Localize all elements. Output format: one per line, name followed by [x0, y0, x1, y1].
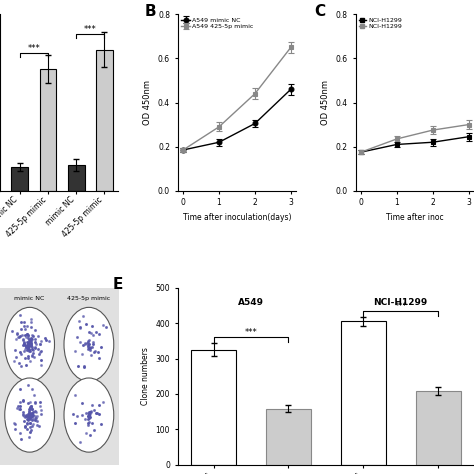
Text: E: E: [113, 277, 123, 292]
Circle shape: [64, 378, 114, 452]
Text: NCI-H1299: NCI-H1299: [374, 298, 428, 307]
Text: mimic NC: mimic NC: [14, 296, 45, 301]
Bar: [68, 165, 85, 191]
Bar: [266, 409, 311, 465]
Y-axis label: Clone numbers: Clone numbers: [141, 347, 150, 405]
Legend: NCI-H1299, NCI-H1299: NCI-H1299, NCI-H1299: [359, 18, 402, 29]
Text: A549: A549: [238, 298, 264, 307]
Text: ***: ***: [27, 45, 40, 54]
Text: 425-5p mimic: 425-5p mimic: [67, 296, 110, 301]
X-axis label: Time after inoc: Time after inoc: [386, 213, 444, 222]
Text: ***: ***: [84, 25, 97, 34]
Bar: [96, 50, 113, 191]
Bar: [11, 167, 28, 191]
Text: ***: ***: [245, 328, 257, 337]
Y-axis label: OD 450nm: OD 450nm: [144, 80, 153, 125]
Text: ***: ***: [394, 302, 407, 311]
Circle shape: [5, 307, 55, 382]
Circle shape: [64, 307, 114, 382]
Bar: [191, 350, 236, 465]
Bar: [341, 321, 386, 465]
Bar: [416, 391, 461, 465]
Text: C: C: [314, 4, 325, 18]
Bar: [39, 69, 56, 191]
FancyBboxPatch shape: [0, 288, 118, 465]
Y-axis label: OD 450nm: OD 450nm: [321, 80, 330, 125]
X-axis label: Time after inoculation(days): Time after inoculation(days): [183, 213, 291, 222]
Legend: A549 mimic NC, A549 425-5p mimic: A549 mimic NC, A549 425-5p mimic: [181, 18, 254, 29]
Text: B: B: [145, 4, 156, 18]
Circle shape: [5, 378, 55, 452]
